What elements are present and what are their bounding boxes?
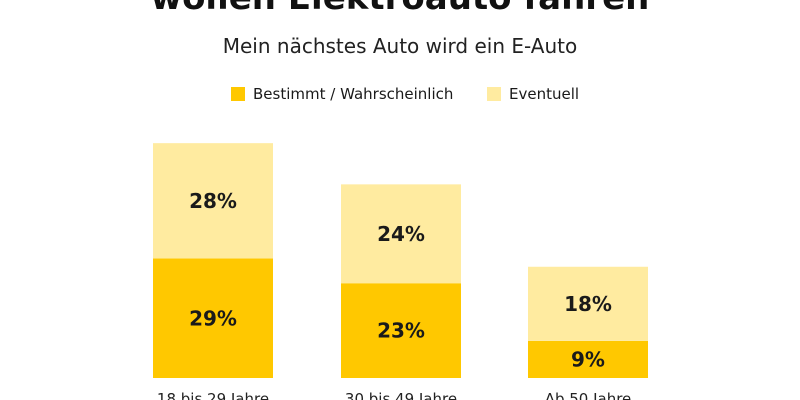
data-label: 18% <box>564 292 612 316</box>
bar-segment <box>341 184 461 284</box>
bar-segment <box>153 258 273 378</box>
data-label: 9% <box>571 347 605 371</box>
chart-subtitle: Mein nächstes Auto wird ein E-Auto <box>222 34 578 58</box>
bar-segment <box>341 283 461 378</box>
category-label: 30 bis 49 Jahre <box>345 390 457 400</box>
bar-segment <box>528 266 648 341</box>
legend-swatch <box>487 87 501 101</box>
legend-item-eventuell: Eventuell <box>487 85 579 103</box>
data-label: 29% <box>189 306 237 330</box>
data-label: 28% <box>189 189 237 213</box>
data-label: 23% <box>377 319 425 343</box>
bar-segment <box>153 143 273 259</box>
legend-label: Bestimmt / Wahrscheinlich <box>253 85 454 103</box>
category-label: Ab 50 Jahre <box>545 390 632 400</box>
legend-label: Eventuell <box>509 85 580 103</box>
legend-swatch <box>231 87 245 101</box>
legend-item-bestimmt: Bestimmt / Wahrscheinlich <box>231 85 453 103</box>
category-label: 18 bis 29 Jahre <box>157 390 269 400</box>
chart-title: wollen Elektroauto fahren <box>0 0 800 18</box>
bar-segment <box>528 340 648 378</box>
data-label: 24% <box>377 222 425 246</box>
